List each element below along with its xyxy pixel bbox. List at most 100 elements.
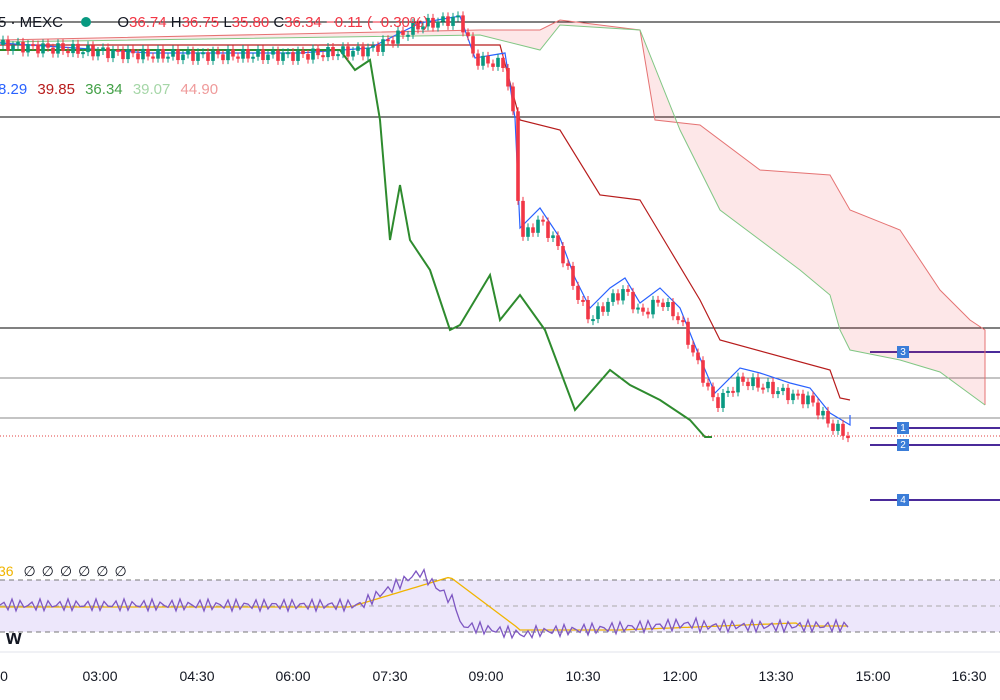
- candle-body: [41, 43, 45, 54]
- candle-body: [236, 56, 240, 59]
- tenkan-line: [0, 15, 851, 427]
- candle-body: [191, 50, 195, 61]
- rsi-extras: ∅ ∅ ∅ ∅ ∅ ∅: [23, 563, 132, 579]
- candle-body: [286, 52, 290, 55]
- candle-body: [171, 49, 175, 57]
- candle-body: [61, 43, 65, 51]
- candle-body: [656, 299, 660, 303]
- candle-body: [66, 50, 70, 54]
- candle-body: [146, 48, 150, 57]
- candle-body: [376, 45, 380, 52]
- candle-body: [701, 360, 705, 383]
- candle-body: [216, 50, 220, 55]
- candle-body: [231, 49, 235, 57]
- watermark: w: [5, 627, 22, 649]
- candle-body: [106, 47, 110, 59]
- symbol: 5 · MEXC: [0, 14, 64, 31]
- rsi-line: [0, 567, 849, 640]
- candle-body: [456, 15, 460, 18]
- candle-body: [811, 395, 815, 403]
- candle-body: [221, 54, 225, 61]
- marker-label: 2: [900, 440, 906, 451]
- candle-body: [461, 15, 465, 33]
- candle-body: [81, 52, 85, 55]
- candle-body: [511, 86, 515, 112]
- candle-body: [771, 381, 775, 395]
- kijun-line: [0, 44, 851, 401]
- candle-body: [6, 39, 10, 51]
- candle-body: [51, 47, 55, 54]
- candle-body: [381, 39, 385, 52]
- candle-body: [596, 306, 600, 320]
- time-label: 03:00: [82, 668, 117, 684]
- candle-body: [686, 321, 690, 345]
- candle-body: [781, 387, 785, 392]
- candle-body: [516, 111, 520, 201]
- candle-body: [256, 49, 260, 57]
- candle-body: [726, 390, 730, 393]
- candle-body: [786, 387, 790, 401]
- candle-body: [696, 352, 700, 361]
- candle-body: [226, 49, 230, 61]
- candle-body: [761, 387, 765, 390]
- candle-body: [831, 423, 835, 431]
- candle-body: [471, 36, 475, 54]
- change: −0.11 (−0.30%): [325, 14, 429, 31]
- time-label: 06:00: [275, 668, 310, 684]
- candle-body: [56, 43, 60, 54]
- candle-body: [351, 50, 355, 57]
- rsi-extra: ∅: [41, 563, 54, 579]
- candle-body: [711, 386, 715, 398]
- candle-body: [316, 48, 320, 56]
- close-label: C: [273, 14, 285, 31]
- candle-body: [86, 45, 90, 53]
- candle-body: [721, 392, 725, 408]
- time-label: 16:30: [951, 668, 986, 684]
- marker-box: [897, 346, 909, 358]
- candle-body: [121, 50, 125, 60]
- candle-body: [486, 55, 490, 64]
- marker-box: [897, 439, 909, 451]
- candle-body: [71, 43, 75, 54]
- high-label: H: [170, 14, 182, 31]
- candle-body: [636, 307, 640, 310]
- candle-body: [401, 30, 405, 35]
- rsi-pane: [0, 567, 849, 640]
- candle-body: [546, 221, 550, 238]
- low: 35.80: [231, 14, 270, 31]
- candle-body: [46, 43, 50, 48]
- candle-body: [451, 16, 455, 26]
- candle-body: [306, 54, 310, 60]
- candle-body: [476, 53, 480, 66]
- candle-body: [591, 319, 595, 322]
- candle-body: [136, 53, 140, 60]
- candle-body: [556, 235, 560, 247]
- candle-body: [756, 377, 760, 388]
- candle-body: [251, 56, 255, 59]
- candle-body: [416, 22, 420, 30]
- low-label: L: [223, 14, 232, 31]
- candle-body: [676, 316, 680, 321]
- time-label: 12:00: [662, 668, 697, 684]
- high: 36.75: [181, 14, 220, 31]
- candle-body: [816, 402, 820, 416]
- candle-body: [186, 50, 190, 55]
- candle-body: [391, 40, 395, 44]
- candle-body: [266, 54, 270, 61]
- candle-body: [521, 200, 525, 237]
- candle-body: [526, 227, 530, 237]
- candle-body: [271, 50, 275, 55]
- candle-body: [846, 435, 850, 439]
- candle-body: [776, 391, 780, 395]
- lagging-line: [0, 49, 712, 438]
- time-label: 13:30: [758, 668, 793, 684]
- candle-body: [541, 219, 545, 222]
- candle-body: [801, 393, 805, 405]
- candle-body: [706, 382, 710, 387]
- candle-body: [211, 50, 215, 61]
- candle-body: [1, 39, 5, 45]
- candle-body: [11, 45, 15, 51]
- candle-body: [241, 49, 245, 59]
- time-label: 04:30: [179, 668, 214, 684]
